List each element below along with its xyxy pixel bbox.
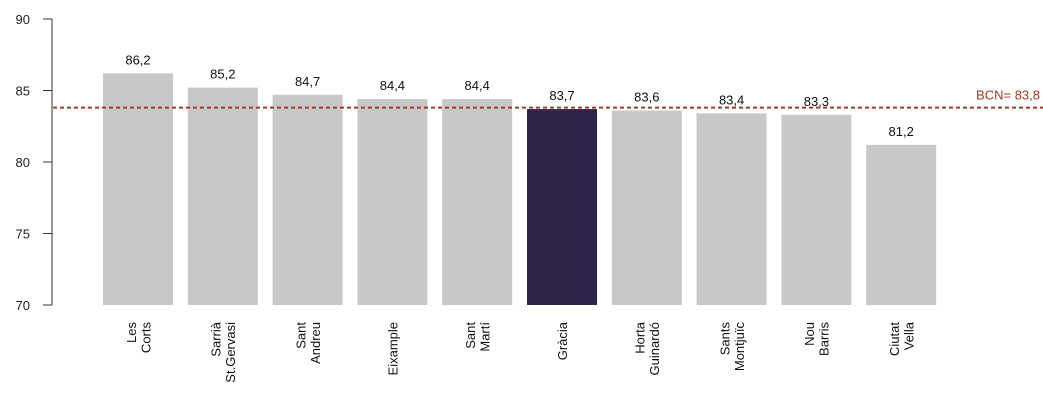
bar-value-label: 84,7 [295, 74, 320, 89]
category-label: Horta Guinardó [633, 321, 663, 375]
bar-value-label: 83,6 [634, 90, 659, 105]
category-label-line: Guinardó [647, 322, 662, 375]
bar [103, 73, 173, 305]
category-label-line: Barris [817, 322, 832, 356]
category-label-line: Sarrià [209, 321, 224, 356]
y-tick-label: 80 [16, 155, 30, 170]
category-label-line: Horta [633, 321, 648, 354]
bar [527, 109, 597, 305]
category-label: Sant Martí [463, 322, 493, 352]
y-tick-label: 70 [16, 298, 30, 313]
y-axis: 70 75 80 85 90 [16, 12, 53, 313]
bar-value-label: 83,3 [804, 94, 829, 109]
category-label-line: Nou [802, 322, 817, 346]
bar [272, 94, 343, 305]
bar [611, 110, 682, 306]
bar-value-label: 85,2 [210, 67, 235, 82]
bar [696, 113, 767, 305]
bar-value-label: 83,4 [719, 92, 744, 107]
category-label-line: Sants [717, 322, 732, 356]
category-labels: Les Corts Sarrià St.Gervasi Sant Andreu Eixamp… [124, 321, 917, 382]
category-label: Gràcia [555, 321, 570, 360]
bar [187, 87, 258, 305]
category-label: Sant Andreu [293, 322, 323, 364]
reference-line-label: BCN= 83,8 [976, 88, 1040, 103]
category-label-line: Montjuïc [732, 322, 747, 372]
bar-value-label: 83,7 [549, 88, 574, 103]
category-label: Nou Barris [802, 322, 832, 356]
category-label-line: Sant [463, 322, 478, 349]
y-tick-label: 85 [16, 84, 30, 99]
category-label: Sants Montjuïc [717, 322, 747, 372]
category-label-line: Eixample [385, 322, 400, 375]
bar-value-label: 81,2 [889, 124, 914, 139]
category-label-line: Les [124, 322, 139, 343]
category-label: Sarrià St.Gervasi [209, 321, 239, 382]
category-label: Ciutat Vella [887, 321, 917, 356]
category-label-line: Ciutat [887, 322, 902, 356]
bar [781, 114, 852, 305]
bar-value-label: 84,4 [380, 78, 405, 93]
category-label: Eixample [385, 322, 400, 375]
y-tick-label: 75 [16, 227, 30, 242]
bars: 86,2 85,2 84,7 84,4 84,4 83,7 83,6 83,4 83,3 81,2 [103, 52, 937, 306]
bar [357, 99, 428, 305]
category-label-line: Sant [293, 322, 308, 349]
bar [442, 99, 513, 305]
bar-value-label: 84,4 [465, 78, 490, 93]
category-label: Les Corts [124, 322, 154, 354]
bar [866, 144, 937, 305]
reference-line-group: BCN= 83,8 [53, 88, 1043, 109]
category-label-line: Andreu [308, 322, 323, 364]
category-label-line: Corts [138, 322, 153, 354]
y-tick-label: 90 [16, 12, 30, 27]
category-label-line: Vella [901, 321, 916, 350]
category-label-line: Martí [477, 322, 492, 352]
bar-value-label: 86,2 [125, 52, 150, 67]
category-label-line: St.Gervasi [223, 322, 238, 383]
category-label-line: Gràcia [555, 321, 570, 360]
